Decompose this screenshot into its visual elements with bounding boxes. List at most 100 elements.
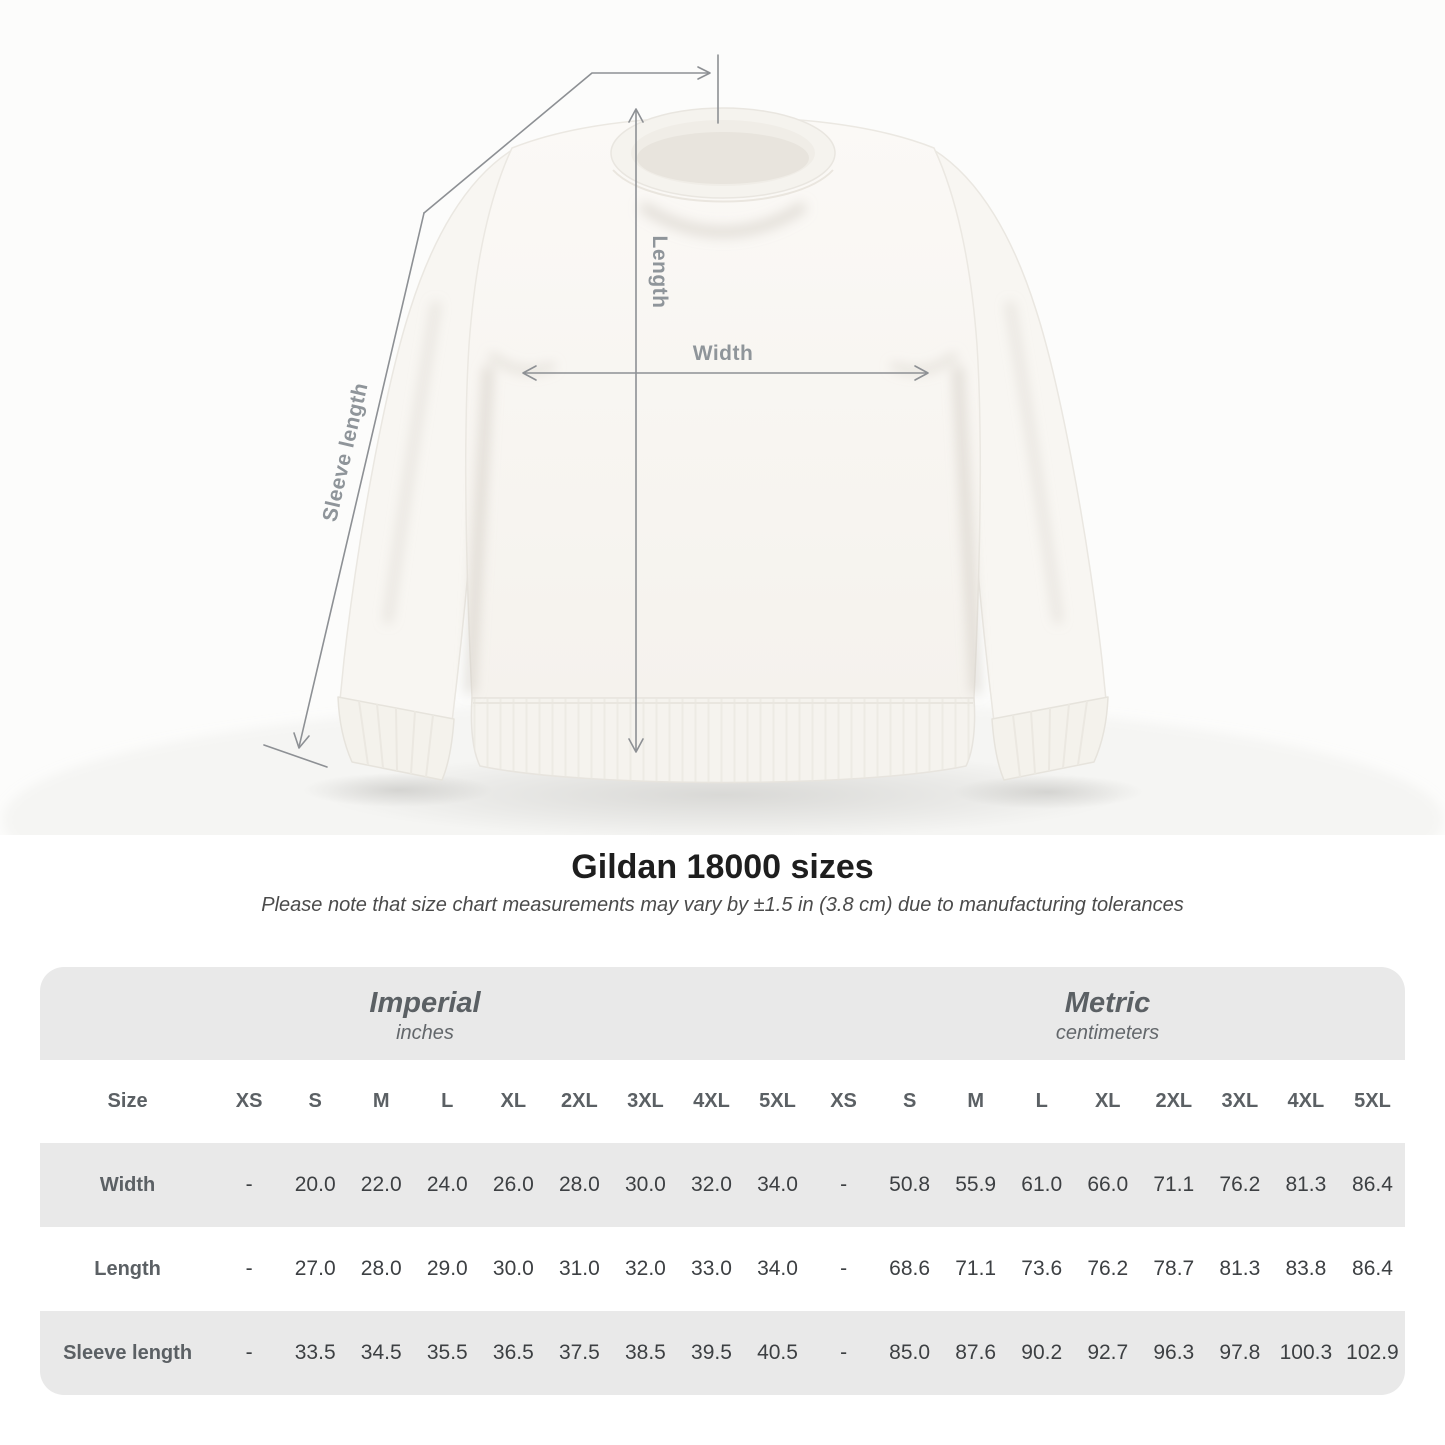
size-header-imperial-xs: XS	[235, 1090, 263, 1112]
size-header-imperial-2xl: 2XL	[561, 1090, 598, 1112]
cell: -	[245, 1173, 253, 1196]
cell: 76.2	[1219, 1173, 1261, 1196]
size-header-metric-s: S	[902, 1090, 917, 1112]
body-panel	[464, 116, 982, 699]
size-header-imperial-3xl: 3XL	[627, 1090, 664, 1112]
length-label: Length	[648, 236, 671, 309]
row-label: Sleeve length	[63, 1341, 193, 1364]
cell: 32.0	[691, 1173, 732, 1196]
cell: 73.6	[1021, 1257, 1063, 1280]
size-header-metric-xl: XL	[1094, 1090, 1121, 1112]
page-title: Gildan 18000 sizes	[571, 848, 874, 886]
cell: 55.9	[955, 1173, 997, 1196]
size-header-metric-3xl: 3XL	[1221, 1090, 1259, 1112]
width-label: Width	[693, 342, 754, 365]
cell: 81.3	[1285, 1173, 1327, 1196]
cell: 33.0	[691, 1257, 732, 1280]
imperial-title: Imperial	[369, 986, 481, 1019]
cell: 68.6	[889, 1257, 931, 1280]
table-row-length: Length - 27.0 28.0 29.0 30.0 31.0 32.0 3…	[40, 1227, 1405, 1311]
cell: -	[840, 1173, 848, 1196]
cell: 30.0	[624, 1173, 666, 1196]
shoulder-leader-line	[423, 54, 719, 214]
cell: 81.3	[1219, 1257, 1261, 1280]
left-cuff-shadow	[303, 773, 493, 807]
cell: 27.0	[294, 1257, 336, 1280]
cell: 36.5	[492, 1341, 534, 1364]
cell: 78.7	[1153, 1257, 1195, 1280]
cell: 97.8	[1219, 1341, 1261, 1364]
cell: 34.5	[360, 1341, 402, 1364]
metric-header: Metric centimeters	[810, 967, 1405, 1060]
cell: 32.0	[624, 1257, 666, 1280]
cell: -	[840, 1341, 848, 1364]
cell: 71.1	[1153, 1173, 1195, 1196]
cell: 29.0	[426, 1257, 468, 1280]
cell: 50.8	[889, 1173, 931, 1196]
cell: 83.8	[1285, 1257, 1327, 1280]
cell: 40.5	[757, 1341, 798, 1364]
size-column-header: Size	[107, 1090, 148, 1112]
cell: -	[840, 1257, 848, 1280]
cell: 86.4	[1352, 1257, 1393, 1280]
chart-heading: Gildan 18000 sizes Please note that size…	[0, 849, 1445, 917]
cell: 100.3	[1279, 1341, 1333, 1364]
cell: 90.2	[1021, 1341, 1063, 1364]
size-header-imperial-m: M	[372, 1090, 390, 1112]
cell: -	[245, 1341, 253, 1364]
cell: 85.0	[889, 1341, 931, 1364]
cell: 34.0	[757, 1257, 798, 1280]
right-cuff-ribs	[1012, 700, 1088, 778]
cell: -	[245, 1257, 253, 1280]
size-header-imperial-xl: XL	[500, 1090, 527, 1112]
size-header-metric-m: M	[967, 1090, 984, 1112]
size-header-imperial-s: S	[308, 1090, 322, 1112]
cell: 37.5	[558, 1341, 600, 1364]
size-header-metric-4xl: 4XL	[1287, 1090, 1325, 1112]
size-header-imperial-l: L	[441, 1090, 454, 1112]
cell: 38.5	[624, 1341, 666, 1364]
unit-header-band: Imperial inches Metric centimeters	[40, 967, 1405, 1060]
cell: 24.0	[426, 1173, 468, 1196]
collar-inner-shade	[637, 132, 809, 184]
size-header-metric-5xl: 5XL	[1354, 1090, 1391, 1112]
measurements-table: Size XS S M L XL 2XL 3XL 4XL 5XL XS S M …	[40, 1060, 1405, 1395]
cell: 71.1	[955, 1257, 997, 1280]
imperial-header: Imperial inches	[40, 967, 810, 1060]
cell: 33.5	[294, 1341, 336, 1364]
cell: 61.0	[1021, 1173, 1063, 1196]
collar-seam	[612, 169, 834, 203]
row-label: Length	[94, 1257, 161, 1280]
cell: 30.0	[492, 1257, 534, 1280]
table-row-width: Width - 20.0 22.0 24.0 26.0 28.0 30.0 32…	[40, 1143, 1405, 1227]
size-chart-table: Imperial inches Metric centimeters Size …	[40, 967, 1405, 1395]
cell: 96.3	[1153, 1341, 1195, 1364]
cell: 102.9	[1346, 1341, 1399, 1364]
cell: 39.5	[691, 1341, 732, 1364]
cell: 86.4	[1352, 1173, 1393, 1196]
cell: 28.0	[360, 1257, 402, 1280]
cell: 66.0	[1087, 1173, 1129, 1196]
cell: 92.7	[1087, 1341, 1129, 1364]
cell: 20.0	[294, 1173, 336, 1196]
waistband-ribs	[471, 698, 975, 783]
size-header-imperial-4xl: 4XL	[693, 1090, 730, 1112]
cell: 76.2	[1087, 1257, 1129, 1280]
cell: 87.6	[955, 1341, 997, 1364]
cell: 31.0	[558, 1257, 600, 1280]
row-label: Width	[99, 1173, 156, 1196]
measurement-annotations	[263, 54, 929, 768]
size-header-row: Size XS S M L XL 2XL 3XL 4XL 5XL XS S M …	[40, 1060, 1405, 1143]
sweatshirt-illustration: Width Length Sleeve length	[3, 54, 1443, 835]
length-arrow	[628, 108, 644, 753]
collar-opening	[631, 120, 815, 186]
cell: 26.0	[492, 1173, 534, 1196]
table-row-sleeve-length: Sleeve length - 33.5 34.5 35.5 36.5 37.5…	[40, 1311, 1405, 1395]
imperial-unit: inches	[396, 1021, 454, 1044]
size-header-imperial-5xl: 5XL	[759, 1090, 796, 1112]
garment	[337, 107, 1109, 784]
right-cuff-shadow	[953, 775, 1143, 809]
metric-title: Metric	[1064, 986, 1151, 1019]
metric-unit: centimeters	[1055, 1021, 1160, 1044]
left-cuff-ribs	[358, 700, 434, 778]
